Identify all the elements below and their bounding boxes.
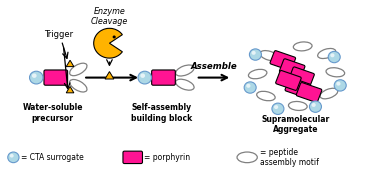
FancyBboxPatch shape bbox=[276, 71, 301, 90]
Polygon shape bbox=[66, 86, 74, 93]
Circle shape bbox=[32, 73, 37, 78]
Circle shape bbox=[246, 84, 251, 88]
Circle shape bbox=[334, 80, 346, 91]
Circle shape bbox=[10, 154, 14, 158]
Ellipse shape bbox=[318, 48, 336, 58]
FancyBboxPatch shape bbox=[44, 70, 68, 85]
Ellipse shape bbox=[288, 102, 307, 111]
Circle shape bbox=[29, 71, 43, 84]
Text: Self-assembly
building block: Self-assembly building block bbox=[131, 103, 192, 123]
Circle shape bbox=[274, 105, 278, 109]
Ellipse shape bbox=[320, 88, 338, 99]
Ellipse shape bbox=[293, 42, 312, 51]
Text: Assemble: Assemble bbox=[191, 62, 237, 71]
Text: Water-soluble
precursor: Water-soluble precursor bbox=[23, 103, 83, 123]
FancyBboxPatch shape bbox=[123, 151, 143, 164]
Circle shape bbox=[336, 82, 341, 86]
Polygon shape bbox=[105, 72, 114, 79]
Text: = peptide
assembly motif: = peptide assembly motif bbox=[260, 148, 319, 167]
Text: Trigger: Trigger bbox=[44, 30, 73, 39]
Text: Supramolecular
Aggregate: Supramolecular Aggregate bbox=[262, 115, 330, 134]
Ellipse shape bbox=[257, 91, 275, 101]
Circle shape bbox=[244, 82, 256, 93]
Circle shape bbox=[311, 103, 316, 107]
Circle shape bbox=[272, 103, 284, 114]
Polygon shape bbox=[66, 60, 74, 67]
Circle shape bbox=[330, 53, 335, 57]
Ellipse shape bbox=[176, 79, 194, 90]
Text: = CTA surrogate: = CTA surrogate bbox=[21, 153, 84, 162]
FancyBboxPatch shape bbox=[152, 70, 175, 85]
Ellipse shape bbox=[326, 68, 345, 77]
Ellipse shape bbox=[260, 51, 278, 61]
Circle shape bbox=[8, 152, 19, 163]
Wedge shape bbox=[94, 28, 122, 58]
Ellipse shape bbox=[237, 152, 257, 163]
FancyBboxPatch shape bbox=[296, 83, 322, 102]
Circle shape bbox=[328, 51, 340, 63]
Circle shape bbox=[251, 51, 256, 55]
Circle shape bbox=[138, 71, 152, 84]
Circle shape bbox=[113, 35, 116, 39]
FancyBboxPatch shape bbox=[270, 51, 296, 71]
Circle shape bbox=[310, 101, 321, 112]
Ellipse shape bbox=[176, 65, 194, 76]
Ellipse shape bbox=[70, 63, 87, 76]
Text: Enzyme
Cleavage: Enzyme Cleavage bbox=[91, 7, 128, 26]
Circle shape bbox=[249, 49, 262, 60]
FancyBboxPatch shape bbox=[279, 59, 305, 79]
Circle shape bbox=[140, 73, 145, 78]
FancyBboxPatch shape bbox=[285, 78, 311, 97]
Ellipse shape bbox=[70, 80, 87, 92]
Ellipse shape bbox=[248, 69, 267, 79]
FancyBboxPatch shape bbox=[289, 67, 314, 87]
Text: = porphyrin: = porphyrin bbox=[144, 153, 190, 162]
